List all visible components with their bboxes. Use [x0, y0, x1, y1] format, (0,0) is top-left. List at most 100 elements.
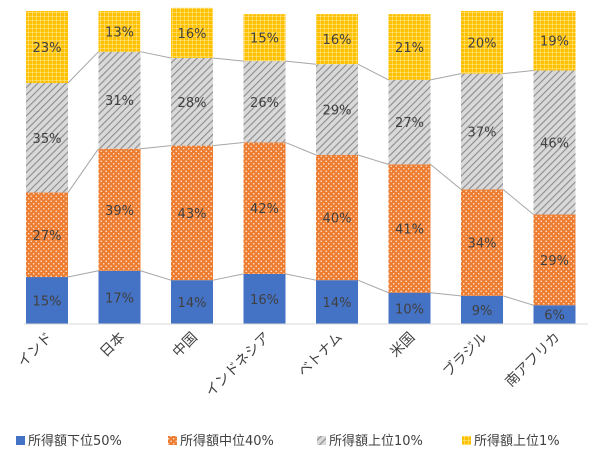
data-label-3-3: 15%: [250, 32, 279, 47]
bar-segment-5-0: [388, 292, 431, 324]
series-line-2-2: [212, 57, 244, 62]
bar-segment-4-2: [316, 64, 358, 155]
data-label-3-1: 42%: [250, 202, 279, 217]
category-label-6: ブラジル: [439, 329, 490, 380]
bar-segment-0-1: [26, 192, 68, 278]
legend-swatch-1: [168, 436, 177, 445]
bar-segment-1-3: [98, 11, 141, 52]
bar-segment-3-1: [243, 142, 286, 274]
data-label-1-3: 13%: [105, 25, 134, 40]
data-label-2-1: 43%: [178, 207, 207, 222]
bar-segment-1-0: [98, 270, 141, 324]
bar-segment-5-1: [388, 164, 431, 293]
legend-swatch-0: [16, 436, 25, 445]
series-line-2-6: [502, 69, 534, 75]
series-line-1-3: [285, 141, 317, 156]
bar-segment-1-1: [98, 148, 141, 271]
series-line-1-6: [502, 189, 534, 215]
data-label-6-1: 34%: [468, 237, 497, 252]
bar-segment-6-3: [461, 11, 503, 74]
data-label-5-0: 10%: [395, 302, 424, 317]
series-line-1-1: [140, 145, 172, 150]
legend-label-1: 所得額中位40%: [180, 433, 274, 449]
series-line-1-4: [357, 154, 389, 165]
series-line-2-0: [67, 51, 99, 84]
category-label-0: インド: [15, 330, 56, 371]
data-label-5-1: 41%: [395, 223, 424, 238]
data-label-6-3: 20%: [468, 36, 497, 51]
series-line-0-1: [140, 270, 172, 281]
legend: 所得額下位50% 所得額中位40% 所得額上位10% 所得額上位1%: [16, 433, 560, 449]
category-label-2: 中国: [170, 330, 201, 361]
series-lines: [67, 51, 534, 306]
bar-segment-0-3: [26, 11, 68, 83]
data-label-0-0: 15%: [33, 295, 62, 310]
bar-segment-4-3: [316, 14, 358, 65]
data-label-3-2: 26%: [250, 96, 279, 111]
data-label-4-0: 14%: [323, 296, 352, 311]
bar-segment-7-1: [533, 214, 576, 306]
bar-segment-2-1: [171, 145, 213, 281]
data-label-0-2: 35%: [33, 132, 62, 147]
legend-swatch-2: [317, 436, 326, 445]
series-line-2-1: [140, 51, 172, 59]
series-line-0-3: [285, 273, 317, 281]
series-line-2-4: [357, 63, 389, 81]
bar-segment-7-0: [533, 305, 576, 324]
bar-segment-7-2: [533, 70, 576, 215]
data-label-4-3: 16%: [323, 33, 352, 48]
bar-segment-3-2: [243, 61, 286, 143]
data-labels: 15% 27% 35% 23% 17% 39% 31% 13% 14% 43% 28% 16% 16% 4…: [33, 25, 569, 323]
bar-segment-3-0: [243, 273, 286, 324]
category-label-4: ベトナム: [295, 330, 346, 381]
data-label-7-2: 46%: [540, 136, 569, 151]
bar-segment-6-2: [461, 73, 503, 190]
legend-label-2: 所得額上位10%: [329, 433, 423, 449]
bar-segment-0-0: [26, 277, 68, 324]
category-label-3: インドネシア: [203, 330, 274, 401]
series-line-1-0: [67, 148, 99, 193]
data-label-2-3: 16%: [178, 27, 207, 42]
category-label-1: 日本: [97, 330, 128, 361]
series-line-2-5: [430, 73, 462, 81]
data-label-4-2: 29%: [323, 104, 352, 119]
bar-segment-0-2: [26, 82, 68, 193]
bar-segment-4-1: [316, 154, 358, 281]
data-label-7-3: 19%: [540, 35, 569, 50]
data-label-1-2: 31%: [105, 94, 134, 109]
bar-segment-5-3: [388, 14, 431, 80]
data-label-5-2: 27%: [395, 116, 424, 131]
bar-segment-1-2: [98, 51, 141, 149]
series-line-1-2: [212, 141, 244, 147]
legend-label-3: 所得額上位1%: [474, 433, 560, 449]
legend-label-0: 所得額下位50%: [28, 433, 122, 449]
series-line-0-0: [67, 270, 99, 278]
data-label-6-0: 9%: [472, 304, 493, 319]
bar-segment-2-3: [171, 7, 213, 58]
data-label-7-1: 29%: [540, 254, 569, 269]
series-line-0-4: [357, 279, 389, 294]
bar-segment-6-0: [461, 295, 503, 324]
series-line-0-5: [430, 292, 462, 297]
bar-segment-5-2: [388, 79, 431, 165]
bar-segment-2-0: [171, 280, 213, 324]
data-label-0-1: 27%: [33, 229, 62, 244]
data-label-6-2: 37%: [468, 126, 497, 141]
bar-segment-2-2: [171, 57, 213, 146]
data-label-0-3: 23%: [33, 41, 62, 56]
data-label-5-3: 21%: [395, 41, 424, 56]
legend-swatch-3: [462, 436, 471, 445]
data-label-2-0: 14%: [178, 296, 207, 311]
series-line-0-2: [212, 273, 244, 281]
data-label-7-0: 6%: [544, 309, 565, 324]
category-label-5: 米国: [387, 330, 418, 361]
data-label-1-1: 39%: [105, 204, 134, 219]
data-label-4-1: 40%: [323, 212, 352, 227]
x-axis: インド 日本 中国 インドネシア ベトナム 米国 ブラジル 南アフリカ: [15, 323, 588, 401]
bars: [26, 7, 576, 324]
bar-segment-3-3: [243, 14, 286, 62]
series-line-2-3: [285, 60, 317, 65]
series-line-0-6: [502, 295, 534, 306]
